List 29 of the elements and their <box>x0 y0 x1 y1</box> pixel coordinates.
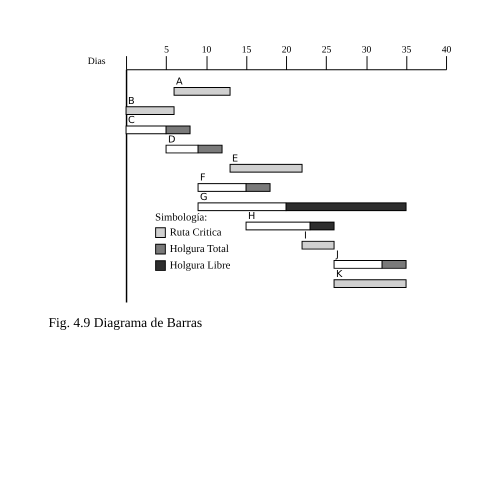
y-tick-label: I <box>304 230 307 242</box>
x-tick-label: 35 <box>402 44 412 56</box>
x-tick-label: 30 <box>362 44 372 56</box>
y-tick-label: A <box>176 76 183 88</box>
y-tick-label: K <box>336 268 343 280</box>
bar <box>302 240 335 250</box>
y-tick-label: G <box>200 192 208 203</box>
x-tick-label: 20 <box>282 44 292 56</box>
x-tick-label: 15 <box>242 44 252 56</box>
x-tick-label: 10 <box>202 44 212 56</box>
y-tick-label: D <box>168 134 176 146</box>
legend-label: Ruta Critica <box>170 228 222 239</box>
y-tick-label: F <box>200 172 206 184</box>
x-tick-label: 5 <box>164 44 170 56</box>
bar <box>174 87 231 96</box>
bar <box>334 279 407 288</box>
y-tick-label: C <box>128 115 135 126</box>
x-tick-label: 40 <box>442 44 452 56</box>
bar <box>230 164 303 173</box>
legend-title: Simbología: <box>155 212 208 224</box>
y-tick-label: B <box>128 96 135 107</box>
legend-label: Holgura Total <box>170 244 229 256</box>
y-tick-label: J <box>335 250 339 261</box>
y-tick-label: H <box>248 211 256 222</box>
x-tick-label: 25 <box>322 44 332 56</box>
x-axis-title: Dias <box>88 56 106 67</box>
legend-label: Holgura Libre <box>170 260 231 272</box>
text: Fig. 4.9 Diagrama de Barras <box>48 315 202 330</box>
y-tick-label: E <box>232 154 238 164</box>
